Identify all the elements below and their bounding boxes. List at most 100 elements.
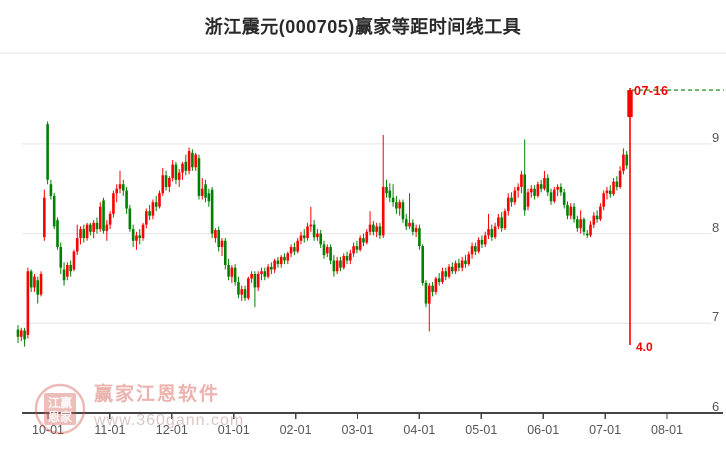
watermark-url: www.360gann.com <box>94 412 245 429</box>
candle-body <box>566 204 569 216</box>
candle-body <box>247 278 250 299</box>
candle-body <box>16 329 20 337</box>
candle-body <box>329 247 332 261</box>
candle-body <box>220 240 224 248</box>
candle-body <box>437 278 441 283</box>
candle-body <box>325 247 329 254</box>
candle-body <box>171 164 174 178</box>
candle-body <box>585 233 589 236</box>
candle-body <box>605 190 609 194</box>
candle-body <box>59 247 63 268</box>
candle-body <box>283 256 286 261</box>
candle-body <box>194 154 197 168</box>
candle-body <box>444 271 448 277</box>
candle-body <box>289 247 293 254</box>
candle-body <box>168 177 171 187</box>
candle-body <box>95 222 99 230</box>
candle-body <box>121 184 125 191</box>
x-tick-label-01-01: 01-01 <box>217 423 250 437</box>
candle-body <box>589 224 592 236</box>
candle-body <box>457 263 461 268</box>
candle-body <box>115 188 119 194</box>
candle-body <box>526 192 530 207</box>
candle-body <box>322 244 326 256</box>
candle-body <box>618 170 622 187</box>
candle-body <box>418 228 421 247</box>
candle-body <box>79 229 82 239</box>
candle-body <box>49 184 53 196</box>
timeline-date-label[interactable]: 07-16 <box>634 84 669 98</box>
candle-body <box>523 174 527 211</box>
candle-body <box>69 264 72 272</box>
candle-body <box>339 260 342 268</box>
y-tick-label-7: 7 <box>712 309 720 325</box>
candle-body <box>200 188 204 196</box>
candle-body <box>230 267 234 277</box>
candle-body <box>529 188 533 193</box>
candle-body <box>56 220 59 248</box>
candle-body <box>388 190 392 198</box>
candle-body <box>279 256 283 265</box>
candle-body <box>92 222 95 232</box>
candle-body <box>533 188 536 196</box>
candle-body <box>89 224 92 232</box>
candle-body <box>368 224 372 232</box>
candle-body <box>29 271 33 288</box>
candle-body <box>352 246 355 254</box>
candle-body <box>510 197 513 203</box>
x-tick-label-06-01: 06-01 <box>527 423 560 437</box>
candle-body <box>490 229 494 238</box>
candle-body <box>66 264 69 277</box>
candle-body <box>355 246 359 250</box>
candle-body <box>391 197 395 203</box>
watermark-seal-text-top: 江赢 <box>48 395 72 410</box>
candle-body <box>118 184 122 189</box>
candle-body <box>177 172 181 180</box>
candle-body <box>85 224 89 239</box>
candle-body <box>263 271 267 277</box>
candle-body <box>125 190 128 209</box>
candle-body <box>493 226 497 238</box>
candle-body <box>599 206 602 220</box>
candle-body <box>513 190 517 203</box>
candle-body <box>260 271 263 274</box>
candle-body <box>385 186 388 194</box>
timeline-value-label[interactable]: 4.0 <box>636 340 653 354</box>
candle-body <box>506 197 510 212</box>
candle-body <box>223 240 227 265</box>
candle-body <box>395 202 398 209</box>
candle-body <box>214 230 217 239</box>
candle-body <box>332 260 336 272</box>
candle-body <box>549 192 553 202</box>
candle-body <box>408 222 411 227</box>
candle-body <box>23 330 26 340</box>
x-tick-label-08-01: 08-01 <box>651 423 683 437</box>
candle-body <box>421 246 425 283</box>
candle-body <box>250 273 253 279</box>
candle-body <box>345 256 349 261</box>
candle-body <box>579 219 582 229</box>
candle-body <box>569 206 573 216</box>
candle-body <box>270 266 273 270</box>
candle-body <box>72 251 76 270</box>
candle-body <box>184 161 188 171</box>
watermark-brand: 赢家江恩软件 <box>94 384 221 405</box>
candle-body <box>62 269 66 281</box>
candle-body <box>474 246 477 252</box>
candle-body <box>316 233 319 238</box>
candle-body <box>612 181 615 195</box>
candle-body <box>378 226 382 236</box>
candle-body <box>477 239 480 252</box>
candle-body <box>181 163 184 173</box>
candle-body <box>19 330 23 337</box>
candle-body <box>335 260 339 272</box>
candle-body <box>207 193 211 202</box>
candle-body <box>470 246 474 255</box>
candle-body <box>102 200 105 231</box>
candle-body <box>411 222 415 232</box>
candle-body <box>174 164 178 180</box>
candle-body <box>615 181 619 187</box>
candle-body <box>556 186 559 190</box>
